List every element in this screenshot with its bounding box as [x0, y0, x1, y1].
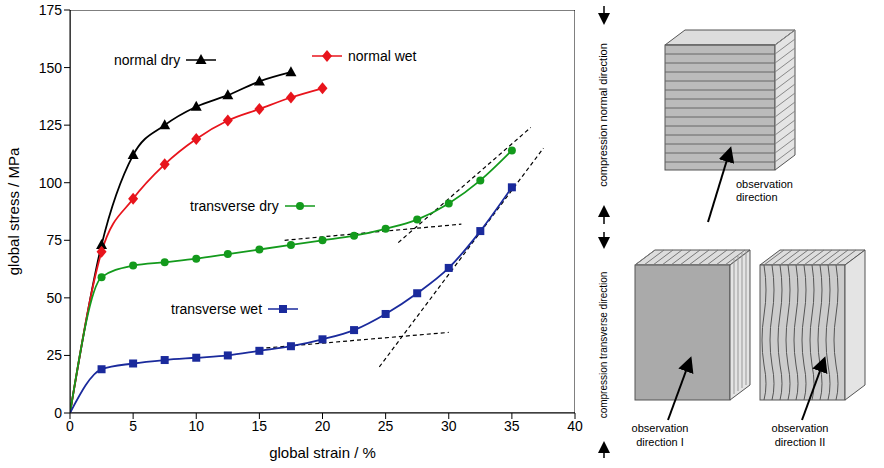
html-text:transverse dry: transverse dry [190, 198, 279, 214]
svg-text:25: 25 [378, 418, 394, 434]
html-text:normal dry: normal dry [114, 52, 181, 68]
svg-text:20: 20 [315, 418, 331, 434]
svg-text:10: 10 [188, 418, 204, 434]
svg-text:direction I: direction I [636, 436, 684, 448]
svg-text:5: 5 [129, 418, 137, 434]
svg-text:100: 100 [39, 175, 63, 191]
svg-text:40: 40 [567, 418, 583, 434]
svg-text:125: 125 [39, 117, 63, 133]
svg-text:150: 150 [39, 60, 63, 76]
svg-text:30: 30 [441, 418, 457, 434]
svg-text:observation: observation [736, 178, 793, 190]
html-text:normal wet: normal wet [348, 48, 417, 64]
svg-text:observation: observation [632, 422, 689, 434]
html-text:transverse wet: transverse wet [171, 301, 262, 317]
svg-text:direction: direction [736, 191, 778, 203]
svg-text:global stress / MPa: global stress / MPa [5, 147, 22, 275]
svg-text:15: 15 [252, 418, 268, 434]
svg-text:direction II: direction II [775, 436, 826, 448]
svg-text:observation: observation [772, 422, 829, 434]
svg-text:compression normal direction: compression normal direction [597, 43, 609, 187]
svg-text:175: 175 [39, 2, 63, 18]
svg-text:compression transverse directi: compression transverse direction [598, 272, 609, 419]
svg-text:75: 75 [46, 232, 62, 248]
svg-text:35: 35 [504, 418, 520, 434]
svg-text:0: 0 [66, 418, 74, 434]
svg-text:0: 0 [54, 405, 62, 421]
svg-text:50: 50 [46, 290, 62, 306]
svg-text:global strain / %: global strain / % [269, 444, 376, 461]
svg-text:25: 25 [46, 347, 62, 363]
